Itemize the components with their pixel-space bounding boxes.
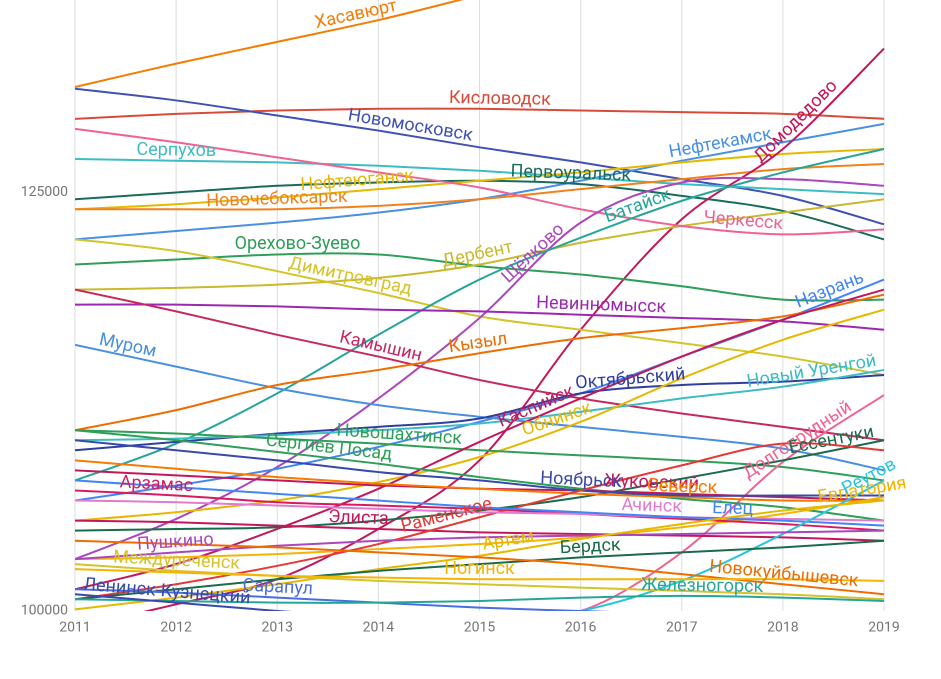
axes: 2011 2012 2013 2014 2015 2016 2017 2018 2019 1000… xyxy=(21,184,900,635)
series-line xyxy=(75,147,885,211)
series-label: Серпухов xyxy=(136,139,216,161)
series-line xyxy=(75,238,885,376)
series-label: Арзамас xyxy=(119,471,193,496)
series-label: Железногорск xyxy=(641,574,764,597)
x-tick-label: 2015 xyxy=(464,620,496,636)
series-line xyxy=(75,439,885,532)
series-line xyxy=(75,0,464,89)
series-line xyxy=(75,529,885,561)
series-line xyxy=(75,539,885,601)
series-label: Хасавюрт xyxy=(313,0,399,33)
series-line xyxy=(75,293,885,432)
x-tick-label: 2011 xyxy=(59,620,90,636)
series-line xyxy=(75,429,885,482)
series-label: Жуковский xyxy=(604,470,699,494)
series-label: Северск xyxy=(647,475,718,498)
series-line xyxy=(75,439,884,497)
series-label: Ленинск-Кузнецкий xyxy=(83,574,252,609)
series-line xyxy=(75,198,885,291)
series-label: Пушкино xyxy=(136,529,214,555)
series-label: Сарапул xyxy=(242,575,313,599)
series-line xyxy=(75,594,885,604)
series-line xyxy=(75,252,885,302)
series-line xyxy=(75,519,885,542)
series-label: Артем xyxy=(481,526,536,555)
series-line xyxy=(75,429,885,522)
series-label: Кызыл xyxy=(447,328,509,357)
series-label: Невинномысск xyxy=(536,292,667,317)
series-line xyxy=(75,87,885,226)
series-line xyxy=(75,459,885,502)
lines xyxy=(75,0,885,611)
series-label: Ногинск xyxy=(444,558,515,579)
series-label: Ноябрьск xyxy=(540,467,623,492)
series-line xyxy=(75,563,885,601)
x-tick-label: 2014 xyxy=(363,620,395,636)
series-line xyxy=(75,499,885,522)
x-tick-label: 2017 xyxy=(666,620,698,636)
x-tick-label: 2012 xyxy=(160,620,192,636)
series-line xyxy=(75,148,885,482)
series-label: Бердск xyxy=(559,534,621,558)
series-label: Новомосковск xyxy=(347,104,475,145)
x-tick-label: 2016 xyxy=(565,620,597,636)
series-label: Димитровград xyxy=(287,252,414,299)
series-line xyxy=(75,442,885,601)
series-label: Ачинск xyxy=(621,494,682,517)
series-line xyxy=(75,539,885,596)
series-line xyxy=(75,489,885,532)
series-label: Первоуральск xyxy=(510,161,632,186)
series-line xyxy=(75,288,885,442)
series-line xyxy=(75,308,885,522)
series-label: Кисловодск xyxy=(449,87,551,110)
series-label: Элиста xyxy=(328,506,389,529)
series-line xyxy=(75,158,885,196)
series-line xyxy=(576,394,885,611)
y-tick-label: 100000 xyxy=(21,603,68,619)
series-line xyxy=(75,107,885,120)
series-line xyxy=(75,568,885,582)
series-line xyxy=(75,479,885,527)
series-label: Орехово-Зуево xyxy=(235,233,361,254)
series-line xyxy=(75,343,885,472)
x-tick-label: 2019 xyxy=(868,620,899,636)
series-line xyxy=(75,127,885,236)
series-line xyxy=(75,588,611,611)
series-label: Елец xyxy=(712,497,754,519)
grid xyxy=(74,0,885,611)
series-line xyxy=(75,593,292,611)
x-tick-label: 2013 xyxy=(262,620,293,636)
series-label: Октябрьский xyxy=(574,363,686,393)
series-line xyxy=(75,368,885,442)
series-line xyxy=(75,288,885,591)
y-tick-label: 125000 xyxy=(21,184,68,200)
series-label: Новочебоксарск xyxy=(206,186,348,212)
x-tick-label: 2018 xyxy=(767,620,799,636)
series-label: Новый Уренгой xyxy=(745,350,877,392)
series-line xyxy=(75,373,885,452)
series-label: Междуреченск xyxy=(113,546,241,573)
